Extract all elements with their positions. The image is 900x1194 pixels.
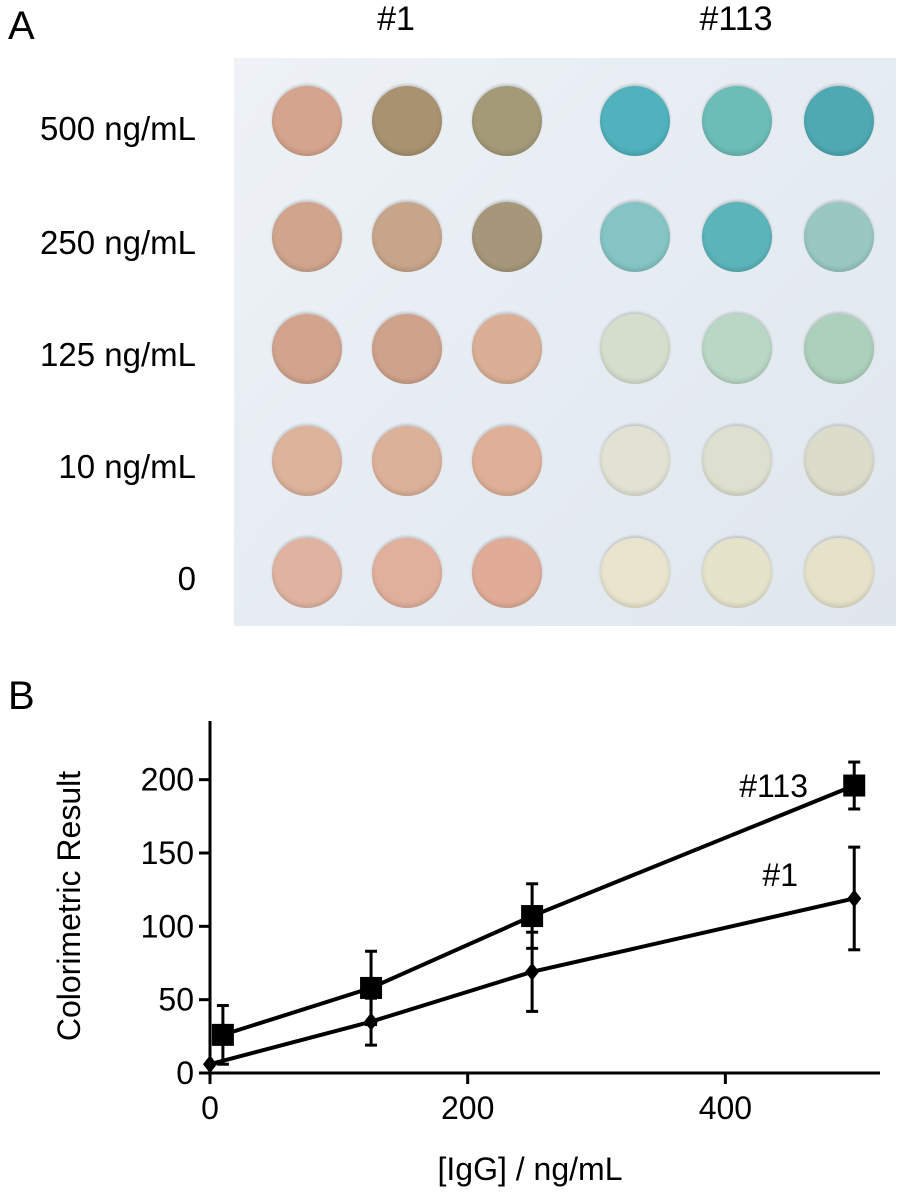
well-r1-c4 [600, 86, 670, 156]
well-r1-c3 [472, 86, 542, 156]
y-tick-label: 150 [141, 835, 194, 871]
well-r3-c2 [372, 314, 442, 384]
well-r4-c2 [372, 426, 442, 496]
x-tick-label: 400 [699, 1090, 752, 1126]
data-point-diamond [525, 962, 540, 981]
data-point-square [360, 976, 383, 999]
series-line-1 [222, 783, 855, 1037]
chart-series: #113 #1 [203, 760, 866, 1074]
well-r2-c2 [372, 202, 442, 272]
well-r5-c3 [472, 538, 542, 608]
data-point-diamond [847, 889, 862, 908]
well-r4-c4 [600, 426, 670, 496]
well-r3-c4 [600, 314, 670, 384]
well-r5-c2 [372, 538, 442, 608]
y-axis-label: Colorimetric Result [51, 771, 87, 1041]
well-r3-c1 [272, 314, 342, 384]
well-r3-c5 [702, 314, 772, 384]
well-r5-c5 [702, 538, 772, 608]
well-r4-c5 [702, 426, 772, 496]
data-point-diamond [364, 1012, 379, 1031]
row-label-125: 125 ng/mL [40, 336, 196, 373]
data-point-square [843, 774, 866, 797]
well-r1-c1 [272, 86, 342, 156]
well-r5-c1 [272, 538, 342, 608]
well-r2-c1 [272, 202, 342, 272]
row-label-500: 500 ng/mL [40, 110, 196, 147]
well-r2-c6 [804, 202, 874, 272]
well-r1-c2 [372, 86, 442, 156]
data-point-diamond [203, 1055, 217, 1074]
calibration-chart: 0 50 100 150 200 0 200 400 #113 #1 [IgG] / ng/mL… [51, 721, 880, 1187]
row-label-10: 10 ng/mL [58, 448, 196, 485]
well-r2-c5 [702, 202, 772, 272]
panel-label-b: B [8, 674, 35, 718]
y-tick-label: 100 [141, 908, 194, 944]
well-r1-c6 [804, 86, 874, 156]
series-line-2 [209, 896, 855, 1067]
data-point-square [211, 1023, 234, 1046]
well-r3-c3 [472, 314, 542, 384]
panel-label-a: A [8, 4, 35, 48]
well-r2-c4 [600, 202, 670, 272]
well-r4-c3 [472, 426, 542, 496]
well-r3-c6 [804, 314, 874, 384]
chart-ticks: 0 50 100 150 200 0 200 400 [141, 762, 752, 1126]
well-r2-c3 [472, 202, 542, 272]
column-group-113-label: #113 [699, 0, 773, 38]
row-label-250: 250 ng/mL [40, 224, 196, 261]
y-tick-label: 200 [141, 762, 194, 798]
well-r4-c6 [804, 426, 874, 496]
well-plate-photo [234, 58, 896, 626]
x-tick-label: 0 [201, 1090, 219, 1126]
row-label-0: 0 [177, 560, 196, 597]
series-label-1: #113 [739, 768, 808, 804]
data-point-square [521, 905, 544, 928]
well-r4-c1 [272, 426, 342, 496]
well-r5-c6 [804, 538, 874, 608]
series-label-2: #1 [762, 857, 798, 893]
x-tick-label: 200 [441, 1090, 494, 1126]
y-tick-label: 0 [176, 1055, 194, 1091]
well-r1-c5 [702, 86, 772, 156]
column-group-1-label: #1 [377, 0, 415, 38]
x-axis-label: [IgG] / ng/mL [438, 1151, 623, 1187]
y-tick-label: 50 [158, 982, 194, 1018]
well-r5-c4 [600, 538, 670, 608]
